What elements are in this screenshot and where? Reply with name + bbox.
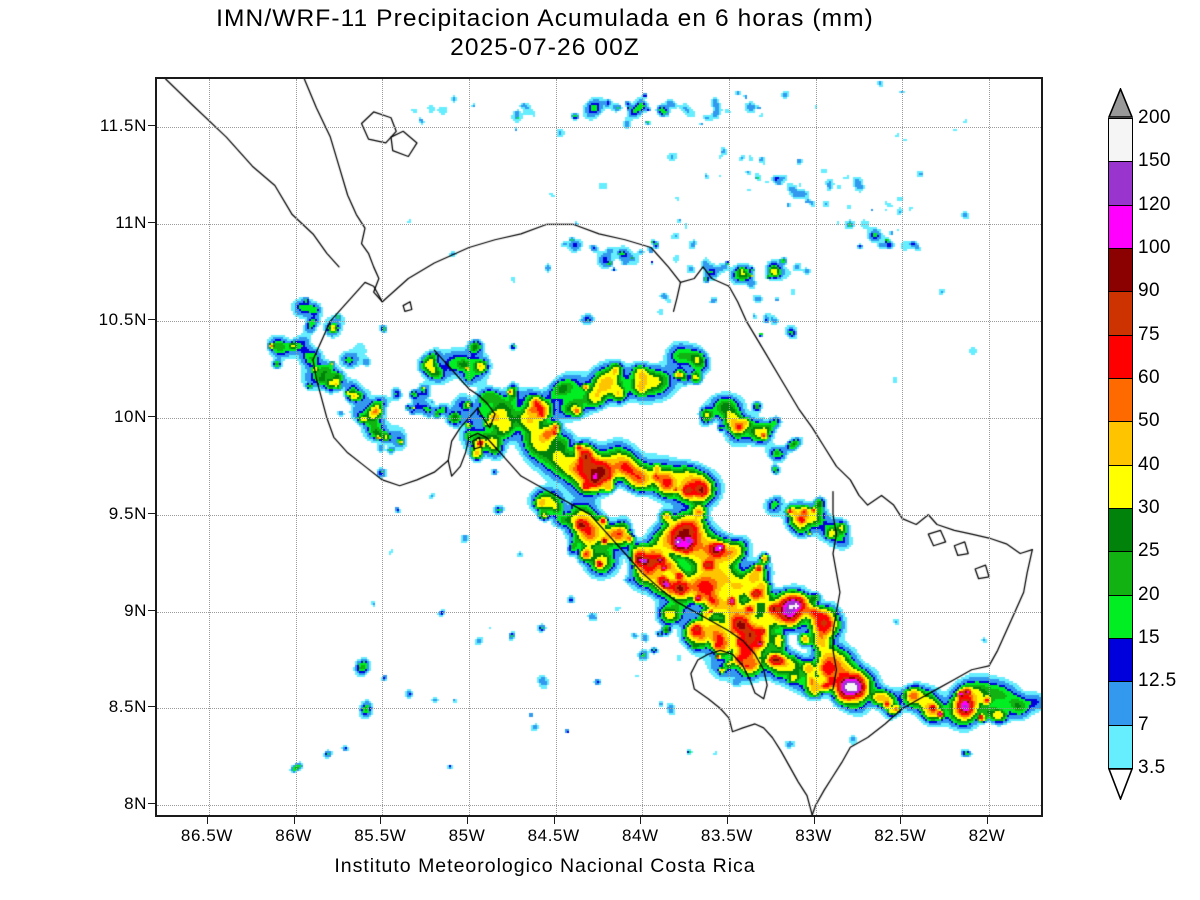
x-tick-label-86W: 86W (275, 826, 313, 845)
x-tick (467, 817, 468, 824)
colorbar-band-40 (1108, 464, 1133, 510)
colorbar-over-arrow (1107, 86, 1134, 118)
x-tick-label-84.5W: 84.5W (527, 826, 580, 845)
x-tick (293, 817, 295, 824)
colorbar-band-50 (1108, 421, 1133, 467)
colorbar-band-7 (1108, 724, 1133, 770)
colorbar-band-100 (1108, 248, 1133, 293)
x-tick-label-85.5W: 85.5W (354, 826, 407, 845)
y-tick (148, 706, 155, 708)
chart-footer: Instituto Meteorologico Nacional Costa R… (334, 855, 756, 877)
colorbar-label-12.5: 12.5 (1138, 670, 1177, 692)
gridline-lon-85W (469, 79, 470, 815)
colorbar-label-150: 150 (1138, 150, 1171, 172)
colorbar-label-200: 200 (1138, 107, 1171, 128)
y-tick (148, 319, 155, 321)
gridline-lat-9.5N (157, 514, 1041, 516)
y-tick (148, 222, 155, 224)
colorbar-label-15: 15 (1138, 627, 1160, 648)
colorbar-band-12.5 (1108, 681, 1133, 727)
colorbar-band-150 (1108, 161, 1133, 207)
colorbar-label-20: 20 (1138, 583, 1160, 605)
colorbar-band-30 (1108, 508, 1133, 553)
colorbar-band-25 (1108, 551, 1133, 597)
y-tick-label-11.5N: 11.5N (99, 116, 147, 136)
gridline-lon-82W (989, 79, 990, 815)
gridline-lat-11.5N (157, 127, 1041, 129)
gridline-lon-83W (815, 79, 817, 815)
colorbar-band-90 (1108, 291, 1133, 337)
x-tick-label-83.5W: 83.5W (700, 826, 754, 845)
gridline-lat-11N (157, 224, 1041, 226)
colorbar-band-20 (1108, 594, 1133, 640)
x-tick (380, 817, 382, 824)
y-tick-label-10N: 10N (114, 406, 147, 426)
gridline-lat-9N (157, 611, 1041, 613)
x-tick (987, 817, 988, 824)
colorbar-band-200 (1108, 118, 1133, 163)
x-tick (640, 817, 642, 824)
x-tick (900, 817, 902, 824)
y-tick-label-8.5N: 8.5N (108, 697, 147, 717)
x-tick-label-83W: 83W (795, 826, 833, 845)
x-tick (207, 817, 208, 824)
colorbar-label-under: 3.5 (1138, 757, 1166, 778)
colorbar-label-50: 50 (1138, 410, 1160, 432)
colorbar-band-75 (1108, 334, 1133, 380)
colorbar-under-arrow (1107, 768, 1134, 802)
chart-title-line2: 2025-07-26 00Z (450, 34, 640, 61)
colorbar-band-60 (1108, 378, 1133, 423)
y-tick-label-8N: 8N (124, 794, 147, 814)
x-tick (813, 817, 815, 824)
colorbar-label-75: 75 (1138, 323, 1160, 345)
gridline-lat-10.5N (157, 321, 1041, 323)
colorbar-band-15 (1108, 638, 1133, 683)
gridline-lon-84.5W (555, 79, 557, 815)
x-tick-label-84W: 84W (621, 826, 659, 845)
gridline-lon-82.5W (902, 79, 904, 815)
colorbar-label-60: 60 (1138, 367, 1160, 388)
y-tick (148, 125, 155, 127)
y-tick-label-10.5N: 10.5N (98, 310, 147, 330)
gridline-lon-86W (295, 79, 297, 815)
y-tick (148, 512, 155, 514)
gridline-lon-86.5W (209, 79, 210, 815)
gridline-lat-8N (157, 805, 1041, 807)
colorbar-label-90: 90 (1138, 280, 1160, 302)
gridline-lon-83.5W (729, 79, 730, 815)
gridline-lon-85.5W (382, 79, 384, 815)
colorbar-label-40: 40 (1138, 453, 1160, 475)
gridline-lat-8.5N (157, 708, 1041, 710)
colorbar-label-25: 25 (1138, 540, 1160, 562)
gridline-lon-84W (642, 79, 644, 815)
chart-title-line1: IMN/WRF-11 Precipitacion Acumulada en 6 … (216, 5, 874, 32)
y-tick (148, 609, 155, 611)
y-tick (148, 803, 155, 805)
colorbar-label-120: 120 (1138, 193, 1171, 215)
x-tick-label-85W: 85W (448, 826, 486, 845)
colorbar-legend: 200 150 120 100 90 75 60 50 40 30 25 20 15 12.5 7 3.5 (1107, 86, 1176, 802)
gridline-lat-10N (157, 417, 1041, 419)
x-tick-label-82.5W: 82.5W (874, 826, 927, 845)
precipitation-map-canvas (157, 79, 1041, 815)
colorbar-label-7: 7 (1138, 713, 1149, 735)
colorbar-label-100: 100 (1138, 237, 1171, 258)
x-tick (553, 817, 555, 824)
x-tick (727, 817, 728, 824)
x-tick-label-82W: 82W (968, 826, 1006, 845)
colorbar-label-30: 30 (1138, 497, 1160, 518)
colorbar-band-120 (1108, 204, 1133, 250)
chart-title: IMN/WRF-11 Precipitacion Acumulada en 6 … (0, 4, 1090, 62)
x-tick-label-86.5W: 86.5W (180, 826, 234, 845)
map-plot-area (155, 77, 1043, 817)
y-tick-label-11N: 11N (115, 213, 147, 233)
y-tick-label-9N: 9N (124, 600, 147, 620)
y-tick-label-9.5N: 9.5N (108, 503, 147, 523)
y-tick (148, 415, 155, 417)
